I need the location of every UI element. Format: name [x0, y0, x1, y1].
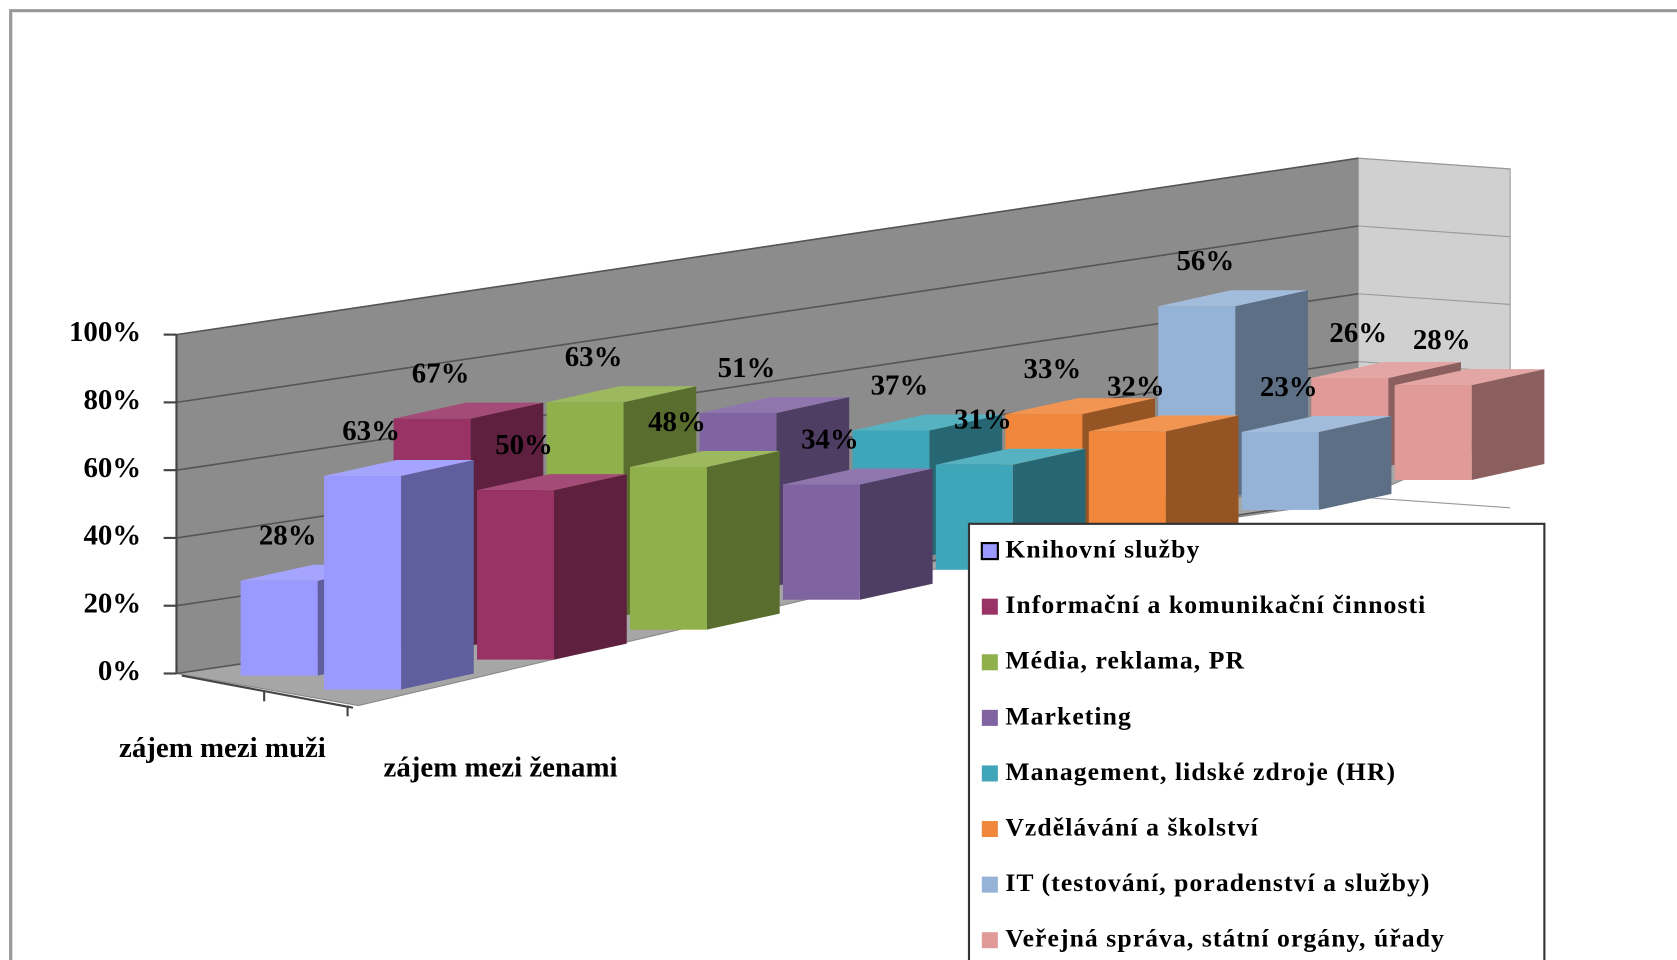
bar-front	[782, 484, 860, 600]
y-tick-label: 80%	[83, 384, 141, 416]
bar	[1241, 415, 1392, 510]
data-label: 31%	[954, 404, 1012, 436]
data-label: 56%	[1176, 245, 1234, 277]
frame	[9, 9, 1677, 960]
bar-side	[706, 450, 780, 630]
data-label: 28%	[259, 520, 317, 552]
bar-top	[477, 474, 627, 491]
legend-label: Knihovní služby	[1005, 535, 1200, 564]
bar-front	[629, 467, 707, 630]
bar-top	[1311, 361, 1461, 378]
bar-front	[324, 476, 402, 690]
data-label: 32%	[1107, 370, 1165, 402]
bar-top	[1088, 415, 1239, 432]
grid-line	[176, 157, 1359, 336]
legend-label: Média, reklama, PR	[1005, 646, 1245, 675]
data-label: 51%	[718, 352, 776, 384]
bar-side	[554, 474, 627, 660]
grid-line	[1358, 225, 1511, 238]
data-label: 26%	[1329, 317, 1387, 349]
legend-label: Veřejná správa, státní orgány, úřady	[1005, 924, 1445, 953]
y-tick-label: 0%	[98, 655, 141, 687]
bar-front	[240, 580, 318, 676]
data-label: 33%	[1024, 353, 1082, 385]
bar-top	[393, 402, 544, 419]
bar-side	[859, 468, 933, 600]
legend-swatch	[981, 876, 998, 893]
legend-swatch	[981, 598, 998, 615]
grid-line	[1358, 157, 1511, 170]
bar-side	[1318, 415, 1392, 510]
bar-top	[1394, 369, 1545, 386]
data-label: 28%	[1413, 324, 1471, 356]
y-tick-label: 60%	[83, 452, 141, 484]
bar-top	[546, 386, 697, 403]
bar-top	[629, 450, 780, 468]
bar	[629, 450, 780, 630]
bar-side	[1165, 415, 1239, 540]
legend-swatch	[980, 542, 999, 561]
bar-top	[935, 448, 1086, 465]
legend-label: Vzdělávání a školství	[1005, 812, 1258, 841]
grid-line	[1358, 496, 1511, 509]
bar	[324, 459, 474, 690]
bar-side	[401, 459, 474, 690]
bar-front	[477, 490, 555, 660]
bar-top	[782, 468, 933, 485]
data-label: 37%	[871, 369, 929, 401]
bar-top	[852, 414, 1003, 431]
bar-side	[1471, 369, 1545, 480]
bar	[782, 468, 933, 600]
bar-top	[1158, 290, 1309, 307]
bar-front	[1241, 431, 1319, 510]
bar-top	[1005, 398, 1156, 415]
bar-front	[1088, 431, 1166, 540]
data-label: 63%	[342, 415, 400, 447]
data-label: 48%	[648, 406, 706, 438]
legend	[967, 522, 1546, 960]
y-tick-label: 20%	[83, 587, 141, 619]
bar	[1394, 369, 1545, 480]
legend-label: Informační a komunikační činnosti	[1005, 590, 1426, 619]
y-tick-label: 100%	[69, 316, 141, 348]
data-label: 23%	[1260, 371, 1318, 403]
legend-swatch	[981, 765, 998, 782]
bar-front	[1394, 385, 1472, 480]
x-axis	[181, 674, 354, 709]
data-label: 50%	[495, 429, 553, 461]
legend-label: Management, lidské zdroje (HR)	[1005, 757, 1396, 786]
bar	[1088, 415, 1239, 540]
bar-top	[1241, 415, 1392, 432]
grid-line	[176, 225, 1359, 404]
legend-label: Marketing	[1005, 701, 1132, 730]
bar-top	[324, 459, 474, 477]
data-label: 34%	[801, 423, 859, 455]
legend-swatch	[981, 654, 998, 671]
x-tick-label: zájem mezi ženami	[384, 751, 618, 783]
data-label: 63%	[565, 341, 623, 373]
y-tick-label: 40%	[83, 520, 141, 552]
bar	[477, 474, 627, 660]
x-tick-label: zájem mezi muži	[119, 732, 326, 764]
grid-line	[1358, 293, 1511, 305]
data-label: 67%	[412, 358, 470, 390]
legend-swatch	[981, 821, 998, 838]
legend-swatch	[981, 709, 998, 726]
legend-label: IT (testování, poradenství a služby)	[1005, 868, 1430, 897]
legend-swatch	[981, 932, 998, 949]
bar-top	[699, 396, 850, 414]
